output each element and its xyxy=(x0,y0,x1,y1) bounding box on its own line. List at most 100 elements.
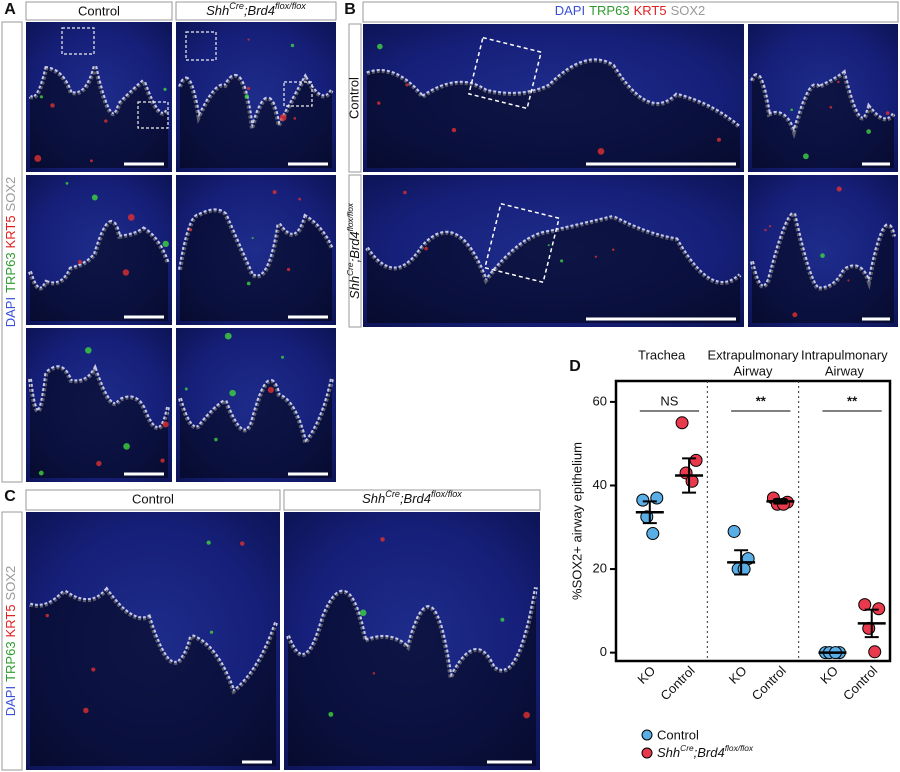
signal-spot xyxy=(123,443,130,450)
y-axis-label: %SOX2+ airway epithelium xyxy=(569,442,584,600)
lumen xyxy=(367,216,740,323)
stain-label: DAPI TRP63 KRT5 SOX2 xyxy=(3,177,18,328)
signal-spot xyxy=(836,186,842,192)
signal-spot xyxy=(803,153,809,160)
y-tick-label: 40 xyxy=(593,477,607,492)
signal-spot xyxy=(162,421,169,428)
panel-label: A xyxy=(4,1,16,18)
signal-spot xyxy=(377,101,381,105)
stain-name: DAPI xyxy=(3,297,18,327)
signal-spot xyxy=(162,240,169,248)
signal-spot xyxy=(403,190,407,195)
micrographs xyxy=(26,22,898,770)
signal-spot xyxy=(279,114,287,121)
signal-spot xyxy=(790,108,794,112)
label-box xyxy=(1,511,23,771)
signal-spot xyxy=(38,470,44,476)
label-box xyxy=(283,489,541,511)
genotype-label: ShhCre;Brd4flox/flox xyxy=(206,1,306,18)
signal-spot xyxy=(768,225,772,228)
signal-spot xyxy=(229,389,236,397)
chart: D %SOX2+ airway epithelium 0 20 40 60 Trachea N… xyxy=(569,347,892,759)
signal-spot xyxy=(380,537,385,542)
plot-frame xyxy=(614,379,892,663)
genotype-part: ;Brd4 xyxy=(244,3,275,18)
data-point xyxy=(689,453,703,467)
lumen xyxy=(30,221,168,321)
signal-spot xyxy=(424,246,428,251)
signal-spot xyxy=(293,117,297,120)
stain-name: DAPI xyxy=(3,686,18,716)
x-tick-label: Control xyxy=(657,663,697,703)
lumen xyxy=(180,210,332,321)
signal-spot xyxy=(611,248,615,252)
signal-spot xyxy=(866,129,871,134)
y-tick-label: 20 xyxy=(593,560,607,575)
label-box xyxy=(348,174,362,328)
signal-spot xyxy=(847,279,850,282)
signal-spot xyxy=(267,386,274,394)
signal-spot xyxy=(286,267,291,272)
signal-spot xyxy=(206,540,211,545)
zoom-box xyxy=(467,36,543,110)
label-box xyxy=(175,1,337,21)
signal-spot xyxy=(244,94,249,99)
signal-spot xyxy=(65,182,69,185)
genotype-part: Shh xyxy=(362,491,385,506)
data-point xyxy=(675,416,689,430)
genotype-part: ;Brd4 xyxy=(347,231,362,262)
lumen xyxy=(30,367,168,478)
signal-spot xyxy=(77,259,83,265)
genotype-part: ;Brd4 xyxy=(694,745,725,760)
stain-name: TRP63 xyxy=(3,252,18,292)
genotype-part: Cre xyxy=(385,489,400,499)
signal-spot xyxy=(837,80,840,84)
genotype-part: flox/flox xyxy=(725,743,754,753)
signal-spot xyxy=(594,255,598,258)
signal-spot xyxy=(251,237,254,240)
signal-spot xyxy=(764,228,767,232)
error-bar xyxy=(642,500,657,525)
signal-spot xyxy=(451,127,457,133)
panel-label: D xyxy=(569,358,581,375)
x-tick-label: Control xyxy=(840,663,880,703)
signal-spot xyxy=(45,613,49,618)
signal-spot xyxy=(597,148,605,155)
signal-spot xyxy=(91,194,98,201)
stain-name: DAPI xyxy=(555,3,585,18)
stain-name: KRT5 xyxy=(3,604,18,637)
legend-label: Control xyxy=(657,727,699,742)
signal-spot xyxy=(83,707,89,714)
error-bar xyxy=(773,498,788,505)
lumen xyxy=(752,72,894,168)
stain-name: KRT5 xyxy=(634,3,667,18)
genotype-part: flox/flox xyxy=(275,1,306,11)
signal-spot xyxy=(377,43,383,50)
signal-spot xyxy=(328,711,334,717)
signal-spot xyxy=(792,312,798,318)
stain-label: DAPI TRP63 KRT5 SOX2 xyxy=(3,566,18,717)
group-title: Intrapulmonary xyxy=(801,347,888,362)
signal-spot xyxy=(96,460,102,467)
column-label: Control xyxy=(132,491,174,506)
zoom-box xyxy=(137,101,169,129)
lumen xyxy=(180,75,332,168)
signal-spot xyxy=(122,269,130,276)
signal-spot xyxy=(246,86,251,91)
signal-spot xyxy=(500,617,505,622)
panel-label: B xyxy=(344,1,356,18)
column-label: Control xyxy=(78,3,120,18)
genotype-label: ShhCre;Brd4flox/flox xyxy=(657,743,754,760)
data-point xyxy=(685,474,699,488)
genotype-part: Shh xyxy=(657,745,680,760)
signal-spot xyxy=(50,103,55,108)
signal-spot xyxy=(405,83,409,87)
lumen xyxy=(752,213,894,323)
genotype-part: Shh xyxy=(347,276,362,299)
epithelium xyxy=(178,73,334,132)
significance-label: ** xyxy=(847,393,858,408)
x-tick-label: KO xyxy=(726,663,750,687)
x-tick-label: Control xyxy=(749,663,789,703)
